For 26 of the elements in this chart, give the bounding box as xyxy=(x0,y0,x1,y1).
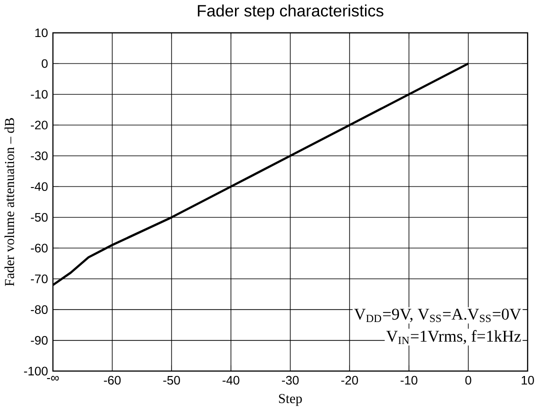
y-tick-label: -10 xyxy=(30,90,48,98)
y-tick-label: 10 xyxy=(35,28,48,37)
annotation: V$_{IN}$=1Vrms, f=1kHz xyxy=(386,330,521,344)
annotation: V$_{DD}$=9V, V$_{SS}$=A.V$_{SS}$=0V xyxy=(354,308,522,322)
x-tick-label: -40 xyxy=(222,376,240,384)
y-tick-label: 0 xyxy=(42,58,48,68)
x-tick-label: -20 xyxy=(341,376,358,384)
x-tick-label: -30 xyxy=(282,376,299,384)
y-tick-label: -30 xyxy=(30,151,48,160)
y-tick-label: -90 xyxy=(30,336,48,344)
x-axis-title: Step xyxy=(279,394,302,406)
y-tick-label: -50 xyxy=(30,212,48,222)
y-tick-label: -80 xyxy=(30,305,48,314)
x-tick-label: -60 xyxy=(104,376,121,384)
y-axis-title: Fader volume attenuation – dB xyxy=(4,118,14,286)
x-tick-label: -∞ xyxy=(47,376,59,380)
y-tick-label: -100 xyxy=(24,366,48,376)
x-tick-label: -50 xyxy=(163,376,180,384)
y-tick-label: -70 xyxy=(30,274,48,283)
x-tick-label: 0 xyxy=(465,376,472,384)
x-tick-label: -10 xyxy=(400,376,418,384)
y-tick-label: -20 xyxy=(30,120,48,130)
y-tick-label: -40 xyxy=(30,182,48,191)
y-tick-label: -60 xyxy=(30,244,48,252)
x-tick-label: 10 xyxy=(522,376,534,384)
chart-title: Fader step characteristics xyxy=(198,4,384,20)
